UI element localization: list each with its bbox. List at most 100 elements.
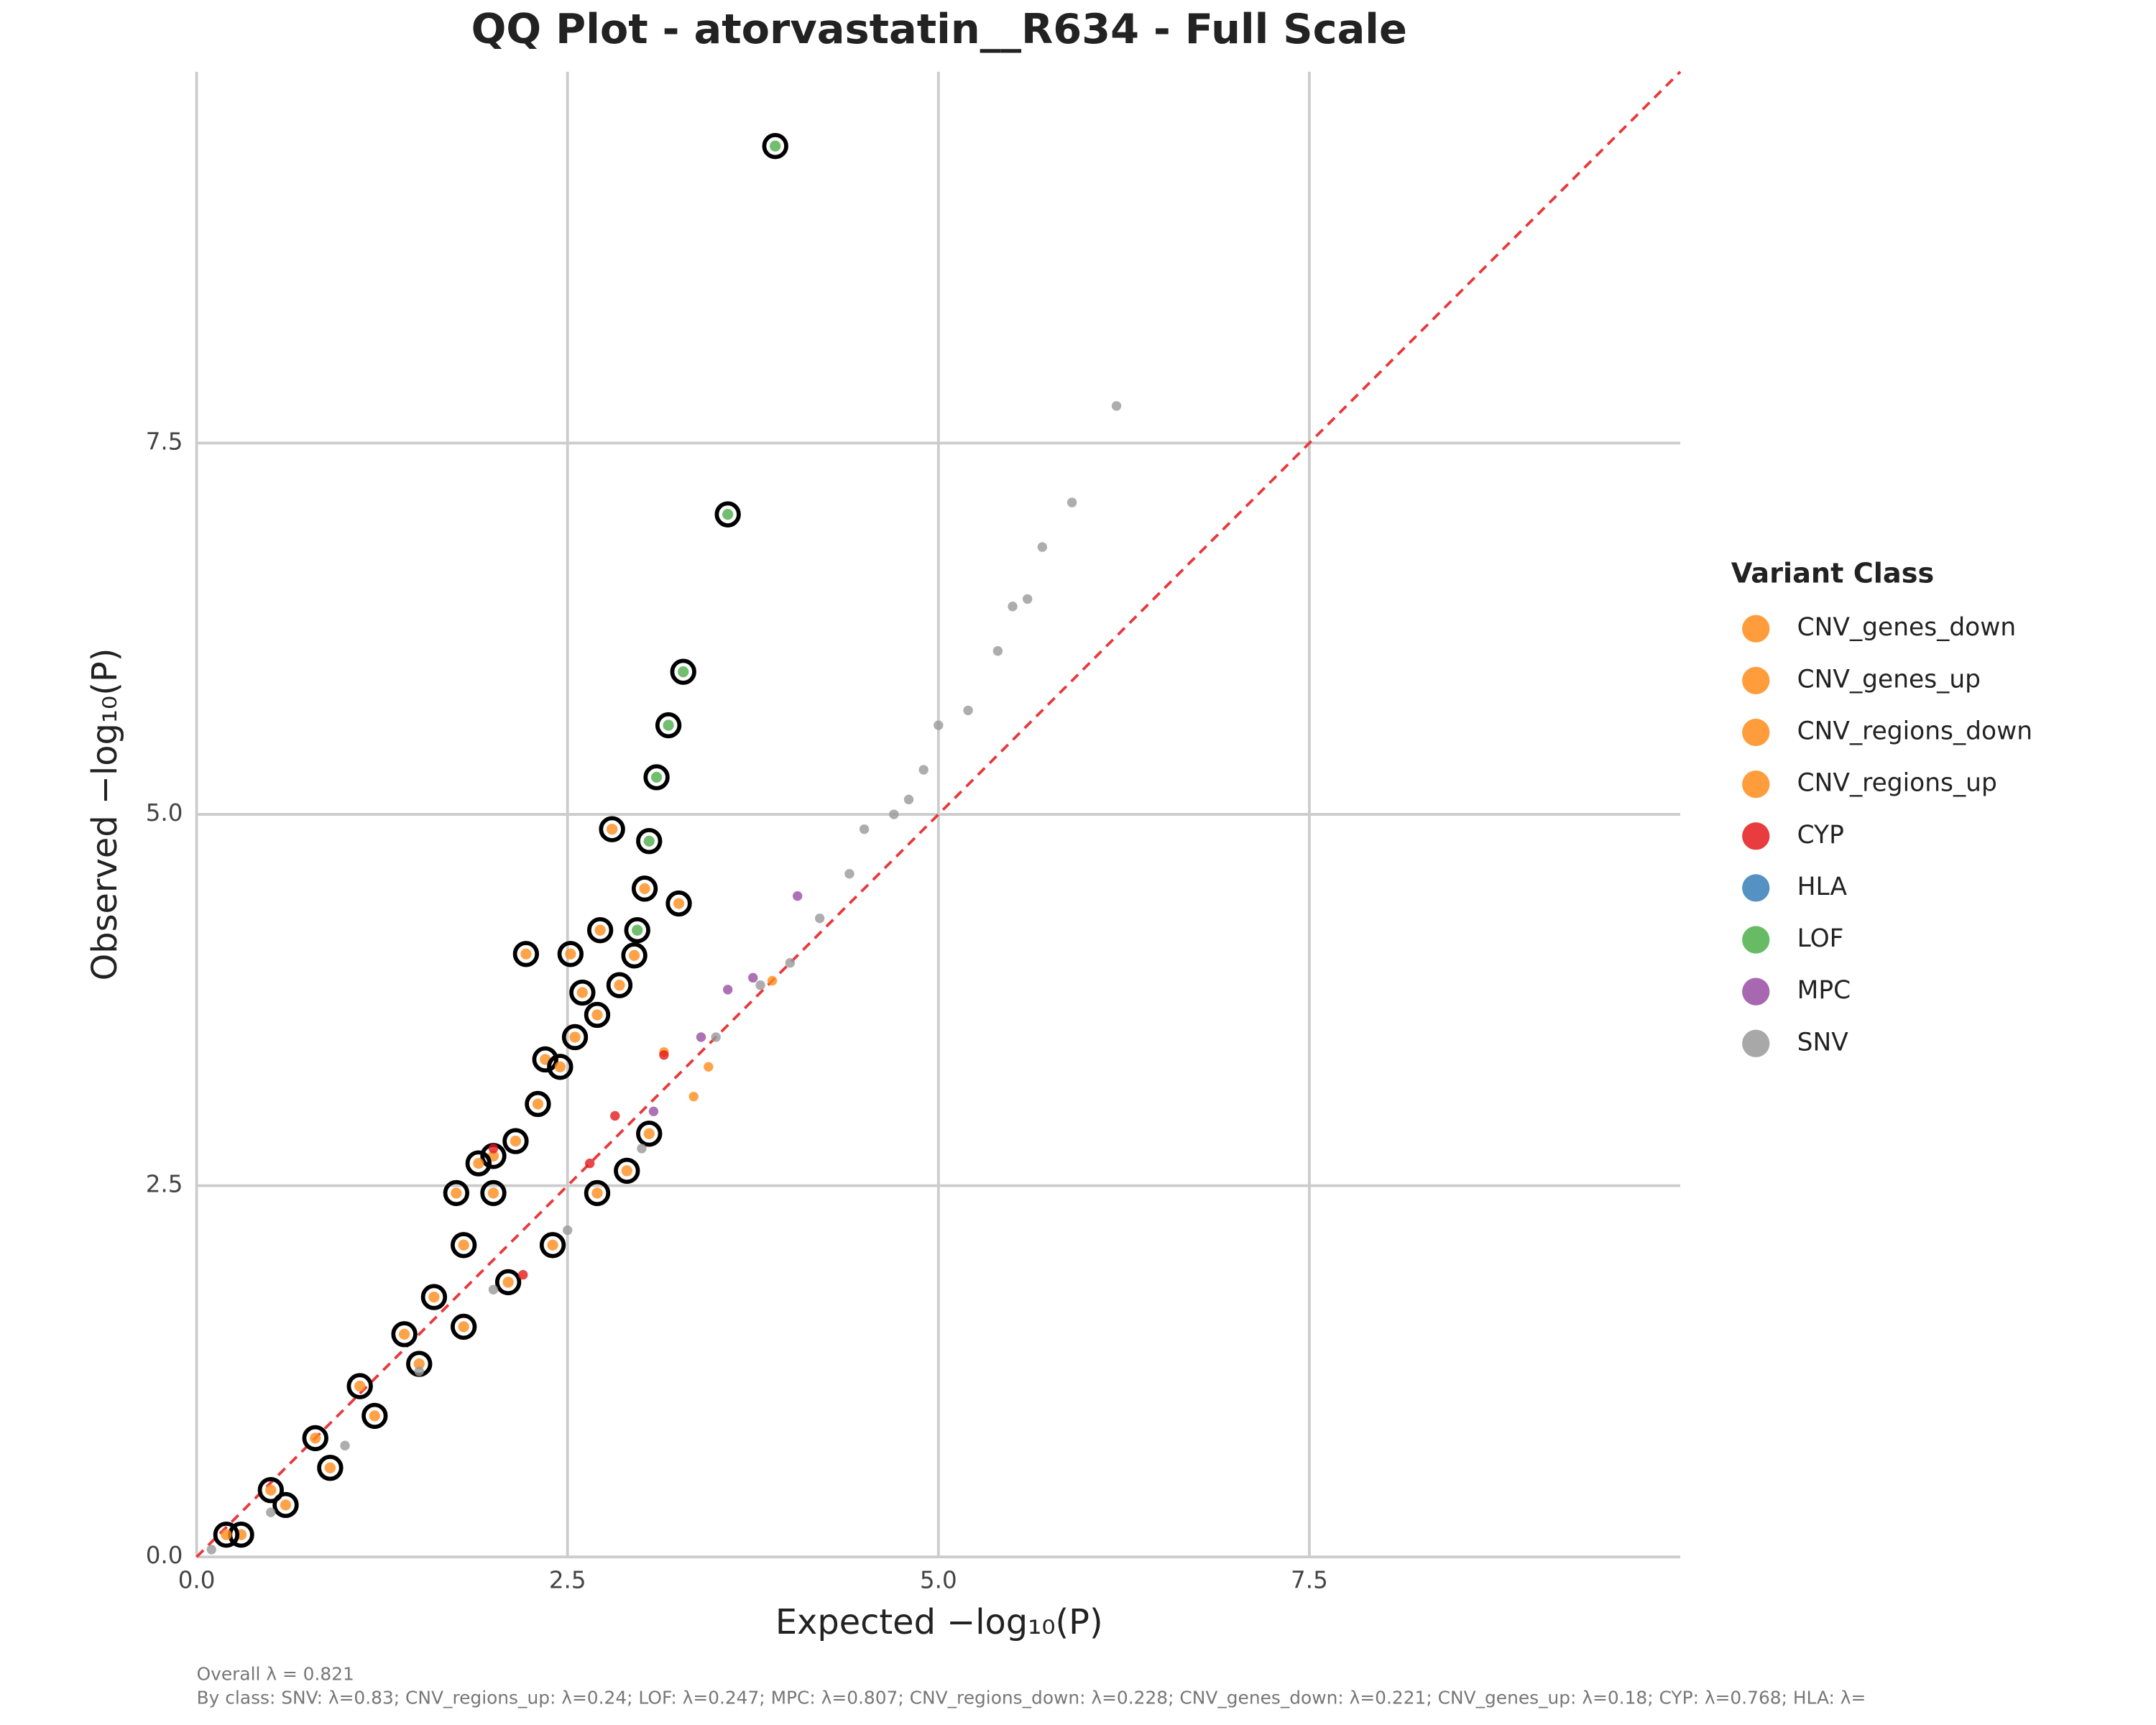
- x-tick-label: 0.0: [178, 1567, 216, 1594]
- point: [584, 1158, 595, 1169]
- point-outline: [636, 828, 663, 855]
- point-outline: [272, 1491, 299, 1519]
- point: [451, 1187, 462, 1199]
- point: [643, 1128, 655, 1139]
- y-tick-label: 0.0: [146, 1542, 183, 1569]
- point-outline: [512, 941, 540, 967]
- point: [488, 1144, 499, 1154]
- point-outline: [665, 890, 692, 917]
- point: [648, 1106, 659, 1116]
- legend-swatch: [1742, 615, 1770, 643]
- x-tick-label: 5.0: [920, 1567, 957, 1594]
- legend-swatch: [1742, 822, 1770, 850]
- point: [413, 1358, 425, 1370]
- point-outline: [643, 764, 670, 791]
- legend-label: CYP: [1797, 821, 1844, 850]
- point: [518, 1269, 528, 1280]
- y-tick-label: 5.0: [146, 799, 183, 827]
- point: [221, 1529, 232, 1540]
- point: [814, 913, 825, 924]
- legend-label: LOF: [1797, 924, 1844, 953]
- point: [767, 975, 778, 986]
- point: [594, 924, 606, 936]
- point-outline: [599, 816, 625, 842]
- point-outline: [636, 1121, 663, 1147]
- point-outline: [584, 1001, 611, 1029]
- point-outline: [317, 1455, 344, 1481]
- legend-swatch: [1742, 1029, 1770, 1057]
- point: [770, 140, 781, 152]
- point: [722, 985, 733, 995]
- point: [398, 1328, 410, 1340]
- legend-swatch: [1742, 874, 1770, 902]
- point: [688, 1091, 699, 1102]
- point-outline: [539, 1232, 566, 1259]
- y-tick-label: 7.5: [146, 428, 183, 455]
- point-outline: [624, 917, 650, 944]
- legend-label: CNV_regions_up: [1797, 769, 1997, 798]
- x-tick-label: 7.5: [1291, 1567, 1328, 1594]
- point-outline: [532, 1046, 558, 1073]
- point: [576, 987, 588, 998]
- point-outline: [480, 1179, 507, 1207]
- point-outline: [606, 972, 633, 998]
- point-outline: [621, 942, 648, 969]
- point: [591, 1009, 603, 1021]
- point: [591, 1187, 603, 1199]
- point: [554, 1061, 566, 1072]
- point: [637, 1144, 647, 1154]
- point: [659, 1050, 669, 1060]
- point: [414, 1366, 424, 1376]
- footnote: Overall λ = 0.821: [197, 1664, 354, 1685]
- point: [458, 1239, 469, 1251]
- point: [792, 891, 803, 901]
- point: [639, 883, 650, 895]
- point-outline: [443, 1179, 470, 1207]
- reference-line: [195, 70, 1682, 1558]
- point-outline: [494, 1269, 522, 1296]
- point-outline: [584, 1179, 611, 1207]
- point: [673, 898, 685, 909]
- point-outline: [465, 1150, 492, 1177]
- point: [643, 835, 655, 847]
- point: [663, 719, 674, 731]
- point-outline: [655, 712, 682, 739]
- legend-label: HLA: [1797, 873, 1848, 901]
- point: [428, 1291, 440, 1303]
- point: [340, 1440, 350, 1450]
- point: [354, 1380, 366, 1392]
- point: [369, 1410, 380, 1422]
- point: [487, 1187, 499, 1199]
- point: [678, 666, 689, 678]
- point: [324, 1462, 336, 1473]
- point: [963, 705, 973, 716]
- point: [510, 1135, 522, 1147]
- legend-title: Variant Class: [1731, 558, 1934, 590]
- point: [280, 1499, 292, 1511]
- point-outline: [586, 917, 614, 944]
- point: [748, 972, 758, 983]
- point: [606, 824, 618, 835]
- legend-swatch: [1742, 926, 1770, 954]
- point: [610, 1110, 620, 1121]
- point-outline: [451, 1232, 477, 1259]
- point: [889, 809, 899, 819]
- point-outline: [557, 941, 584, 967]
- point: [310, 1432, 321, 1444]
- point: [992, 646, 1003, 656]
- point: [1067, 497, 1077, 507]
- x-tick-label: 2.5: [549, 1567, 586, 1594]
- point: [632, 924, 643, 936]
- point-outline: [714, 501, 741, 528]
- point-outline: [213, 1522, 240, 1548]
- point: [844, 868, 854, 879]
- point: [628, 949, 640, 961]
- point: [265, 1484, 277, 1496]
- point-outline: [451, 1313, 477, 1340]
- legend-label: CNV_genes_down: [1797, 613, 2017, 642]
- point: [206, 1545, 216, 1555]
- point: [547, 1239, 558, 1251]
- y-axis-label: Observed −log₁₀(P): [86, 648, 125, 981]
- point: [488, 1284, 499, 1294]
